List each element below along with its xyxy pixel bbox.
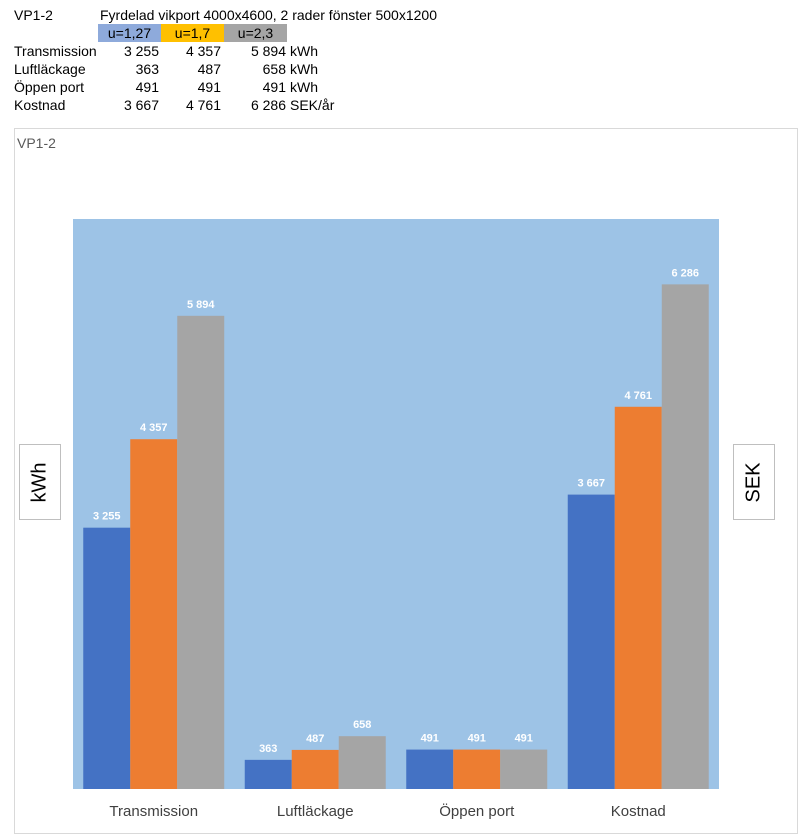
row-kostnad-v3: 6 286 bbox=[250, 97, 286, 113]
bar-2-2 bbox=[500, 749, 548, 789]
row-oppen-port-v1: 491 bbox=[135, 79, 159, 95]
bar-0-1 bbox=[130, 439, 178, 789]
row-luftlackage-label: Luftläckage bbox=[14, 61, 86, 77]
row-transmission-v3: 5 894 bbox=[250, 43, 286, 59]
bar-2-1 bbox=[453, 749, 501, 789]
category-label-1: Luftläckage bbox=[277, 803, 354, 820]
row-kostnad-label: Kostnad bbox=[14, 97, 66, 113]
row-luftlackage-v3: 658 bbox=[262, 61, 286, 77]
row-transmission-v1: 3 255 bbox=[123, 43, 159, 59]
data-label-2-2: 491 bbox=[515, 733, 533, 745]
row-oppen-port-v3: 491 bbox=[262, 79, 286, 95]
header-u17-label: u=1,7 bbox=[174, 25, 211, 41]
category-label-2: Öppen port bbox=[439, 802, 515, 820]
data-label-1-2: 658 bbox=[353, 719, 371, 731]
bar-2-0 bbox=[406, 749, 454, 789]
bar-1-2 bbox=[338, 736, 386, 789]
row-transmission-label: Transmission bbox=[14, 43, 97, 59]
header-u23-label: u=2,3 bbox=[237, 25, 274, 41]
bar-1-0 bbox=[244, 759, 292, 789]
row-transmission-unit: kWh bbox=[290, 43, 318, 59]
bar-0-0 bbox=[83, 527, 131, 789]
chart-frame: VP1-2 3 255 4 357 5 894 363 487 658 491 491 491 3… bbox=[14, 128, 798, 834]
header-u23: u=2,3 bbox=[224, 24, 287, 42]
header-u127: u=1,27 bbox=[98, 24, 161, 42]
right-axis-title: SEK bbox=[733, 444, 775, 520]
data-label-3-0: 3 667 bbox=[577, 478, 605, 490]
data-label-0-0: 3 255 bbox=[93, 511, 121, 523]
data-label-3-2: 6 286 bbox=[671, 267, 699, 279]
row-oppen-port-label: Öppen port bbox=[14, 79, 85, 95]
row-luftlackage-v2: 487 bbox=[197, 61, 221, 77]
row-oppen-port-v2: 491 bbox=[197, 79, 221, 95]
chart-title: VP1-2 bbox=[17, 135, 56, 151]
row-kostnad-unit: SEK/år bbox=[290, 97, 335, 113]
bar-3-0 bbox=[567, 494, 615, 789]
data-label-2-0: 491 bbox=[421, 733, 439, 745]
row-oppen-port-unit: kWh bbox=[290, 79, 318, 95]
bar-0-2 bbox=[177, 315, 225, 789]
right-axis-label: SEK bbox=[742, 461, 765, 503]
bar-chart: 3 255 4 357 5 894 363 487 658 491 491 491 3 667 4 … bbox=[73, 219, 719, 820]
data-label-1-1: 487 bbox=[306, 733, 324, 745]
row-luftlackage-unit: kWh bbox=[290, 61, 318, 77]
row-kostnad-v1: 3 667 bbox=[123, 97, 159, 113]
data-label-3-1: 4 761 bbox=[624, 390, 652, 402]
bar-3-2 bbox=[661, 284, 709, 789]
category-label-0: Transmission bbox=[109, 803, 198, 820]
left-axis-label: kWh bbox=[28, 462, 51, 502]
data-label-1-0: 363 bbox=[259, 743, 277, 755]
category-label-3: Kostnad bbox=[611, 803, 666, 820]
data-label-0-1: 4 357 bbox=[140, 422, 168, 434]
bar-1-1 bbox=[291, 749, 339, 789]
header-u17: u=1,7 bbox=[161, 24, 224, 42]
data-label-0-2: 5 894 bbox=[187, 299, 215, 311]
left-axis-title: kWh bbox=[19, 444, 61, 520]
row-luftlackage-v1: 363 bbox=[135, 61, 159, 77]
header-u127-label: u=1,27 bbox=[107, 25, 152, 41]
row-kostnad-v2: 4 761 bbox=[185, 97, 221, 113]
table-id-label: VP1-2 bbox=[14, 7, 53, 23]
bar-3-1 bbox=[614, 406, 662, 789]
row-transmission-v2: 4 357 bbox=[185, 43, 221, 59]
table-description: Fyrdelad vikport 4000x4600, 2 rader föns… bbox=[100, 7, 437, 23]
data-label-2-1: 491 bbox=[468, 733, 486, 745]
